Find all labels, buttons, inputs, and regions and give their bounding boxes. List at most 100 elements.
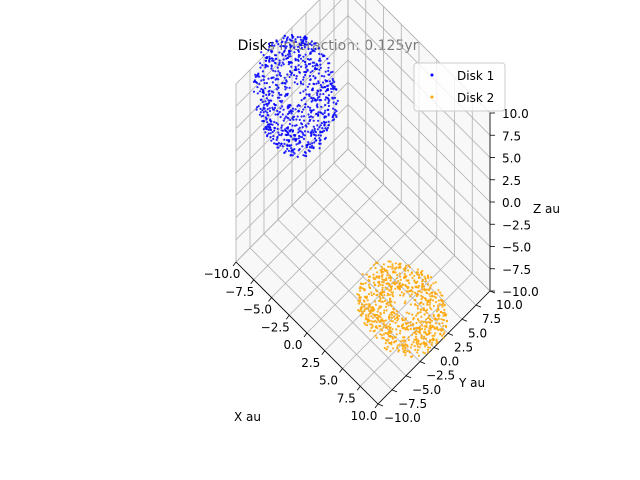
data-point bbox=[425, 324, 428, 327]
data-point bbox=[430, 308, 433, 311]
data-point bbox=[427, 289, 431, 292]
data-point bbox=[429, 317, 432, 321]
data-point bbox=[286, 56, 289, 60]
data-point bbox=[408, 265, 411, 269]
data-point bbox=[283, 45, 286, 48]
data-point bbox=[374, 283, 377, 286]
data-point bbox=[380, 300, 383, 303]
data-point bbox=[376, 271, 379, 274]
grid-line bbox=[347, 148, 491, 292]
data-point bbox=[375, 275, 378, 278]
data-point bbox=[266, 108, 269, 111]
data-point bbox=[383, 324, 386, 327]
data-point bbox=[283, 151, 286, 154]
data-point bbox=[301, 126, 304, 129]
data-point bbox=[386, 294, 389, 297]
data-point bbox=[262, 111, 265, 114]
data-point bbox=[262, 78, 265, 81]
data-point bbox=[383, 279, 386, 282]
data-point bbox=[318, 52, 321, 56]
data-point bbox=[277, 78, 280, 81]
data-point bbox=[298, 126, 301, 129]
data-point bbox=[284, 47, 287, 50]
data-point bbox=[267, 102, 270, 105]
data-point bbox=[299, 54, 302, 57]
data-point bbox=[436, 326, 439, 329]
data-point bbox=[266, 111, 269, 114]
data-point bbox=[432, 304, 435, 308]
data-point bbox=[358, 293, 361, 297]
data-point bbox=[431, 341, 434, 344]
data-point bbox=[397, 325, 401, 328]
data-point bbox=[320, 86, 323, 89]
data-point bbox=[317, 90, 320, 93]
data-point bbox=[416, 307, 420, 310]
z-tick-label: −2.5 bbox=[502, 218, 531, 232]
data-point bbox=[363, 305, 366, 308]
data-point bbox=[269, 132, 272, 135]
data-point bbox=[287, 117, 290, 120]
data-point bbox=[427, 346, 430, 349]
data-point bbox=[289, 70, 292, 74]
data-point bbox=[381, 284, 384, 287]
data-point bbox=[305, 125, 308, 128]
data-point bbox=[370, 309, 373, 312]
data-point bbox=[429, 328, 432, 331]
data-point bbox=[432, 282, 435, 285]
data-point bbox=[288, 51, 291, 54]
data-point bbox=[276, 66, 279, 69]
data-point bbox=[302, 115, 306, 118]
data-point bbox=[392, 307, 395, 310]
data-point bbox=[304, 53, 307, 56]
data-point bbox=[423, 325, 426, 328]
data-point bbox=[295, 75, 298, 78]
data-point bbox=[290, 112, 293, 115]
data-point bbox=[443, 331, 446, 334]
data-point bbox=[409, 289, 412, 293]
data-point bbox=[404, 351, 407, 354]
data-point bbox=[382, 281, 385, 284]
data-point bbox=[334, 114, 337, 117]
data-point bbox=[409, 355, 413, 358]
data-point bbox=[281, 54, 284, 57]
data-point bbox=[291, 34, 294, 38]
data-point bbox=[284, 82, 287, 85]
data-point bbox=[435, 292, 438, 295]
data-point bbox=[374, 325, 377, 328]
data-point bbox=[379, 316, 382, 319]
x-tick-mark bbox=[268, 297, 272, 302]
z-tick-label: −7.5 bbox=[502, 263, 531, 277]
data-point bbox=[370, 315, 373, 318]
data-point bbox=[372, 281, 375, 284]
data-point bbox=[385, 348, 388, 351]
data-point bbox=[420, 291, 423, 294]
data-point bbox=[430, 292, 434, 295]
data-point bbox=[407, 338, 410, 342]
data-point bbox=[432, 315, 435, 318]
data-point bbox=[269, 119, 272, 122]
data-point bbox=[388, 297, 392, 300]
data-point bbox=[424, 280, 428, 283]
data-point bbox=[329, 71, 332, 74]
data-point bbox=[358, 296, 361, 299]
data-point bbox=[292, 134, 295, 137]
data-point bbox=[282, 108, 285, 111]
data-point bbox=[424, 288, 427, 291]
data-point bbox=[389, 265, 392, 268]
data-point bbox=[386, 271, 389, 274]
data-point bbox=[318, 137, 321, 140]
data-point bbox=[302, 36, 305, 39]
data-point bbox=[391, 328, 394, 331]
data-point bbox=[285, 133, 288, 136]
data-point bbox=[282, 58, 285, 61]
data-point bbox=[326, 97, 329, 100]
data-point bbox=[299, 36, 302, 39]
data-point bbox=[413, 299, 416, 302]
data-point bbox=[306, 69, 309, 72]
data-point bbox=[433, 326, 436, 329]
data-point bbox=[311, 142, 314, 145]
data-point bbox=[401, 347, 404, 350]
data-point bbox=[366, 321, 369, 324]
data-point bbox=[331, 77, 334, 80]
data-point bbox=[388, 274, 391, 277]
